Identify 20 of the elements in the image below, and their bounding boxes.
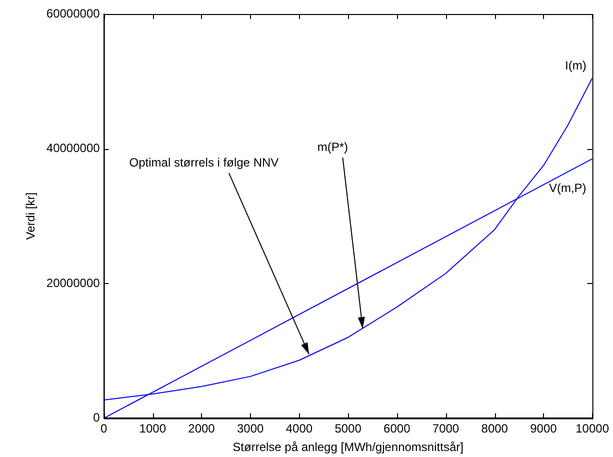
y-tick-label: 0 (93, 410, 100, 425)
y-tick-label: 40000000 (46, 141, 100, 156)
x-axis-title: Størrelse på anlegg [MWh/gjennomsnittsår] (232, 440, 464, 454)
x-tick-label: 9000 (530, 422, 558, 436)
x-tick-label: 5000 (334, 422, 362, 436)
y-tick-label: 60000000 (46, 6, 100, 20)
series-label: V(m,P) (548, 181, 586, 196)
x-tick-label: 3000 (236, 422, 264, 436)
y-axis-title: Verdi [kr] (24, 192, 38, 240)
x-tick-label: 2000 (188, 422, 216, 436)
x-tick-label: 7000 (432, 422, 460, 436)
x-tick-label: 8000 (481, 422, 508, 436)
x-tick-label: 1000 (139, 422, 166, 436)
annotation: Optimal størrels i følge NNV (129, 156, 279, 170)
x-tick-label: 6000 (384, 422, 411, 436)
x-tick-label: 10000 (576, 422, 610, 436)
series-label: I(m) (564, 58, 586, 72)
y-tick-label: 20000000 (46, 276, 100, 290)
x-tick-label: 4000 (286, 422, 313, 436)
annotation: m(P*) (317, 140, 348, 154)
